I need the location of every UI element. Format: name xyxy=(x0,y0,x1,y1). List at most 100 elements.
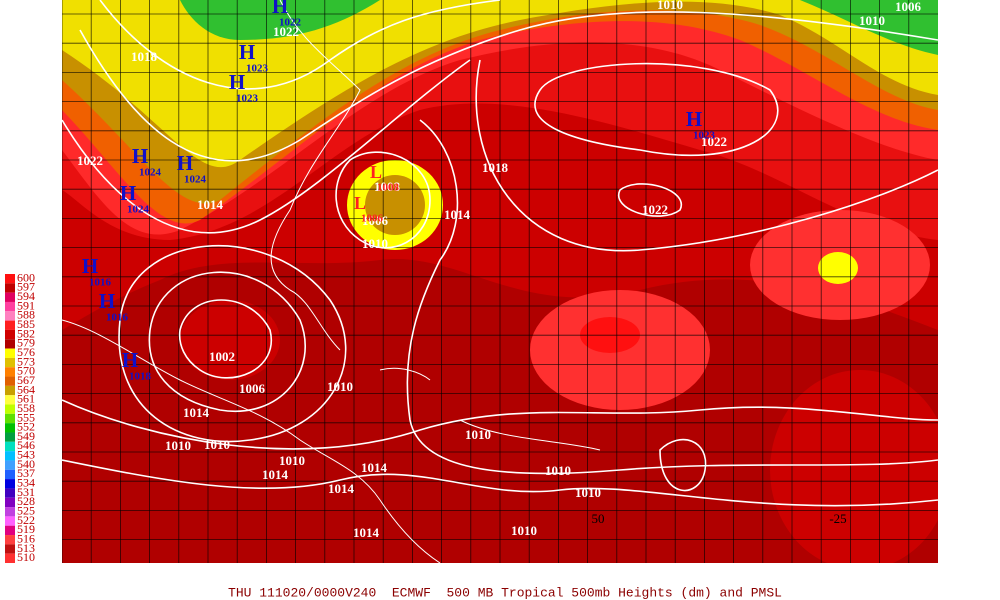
isobar-label: 1014 xyxy=(361,460,388,475)
legend-swatch xyxy=(5,479,15,489)
legend-label: 525 xyxy=(17,503,35,517)
longitude-label: -25 xyxy=(829,511,846,526)
legend-label: 534 xyxy=(17,476,35,490)
isobar-label: 1022 xyxy=(273,24,299,39)
high-pressure: 1023 xyxy=(236,93,259,105)
legend-swatch xyxy=(5,301,15,312)
high-pressure: 1024 xyxy=(139,167,162,179)
isobar-label: 1008 xyxy=(374,179,401,194)
high-pressure: 1016 xyxy=(106,312,129,324)
high-marker: H xyxy=(686,107,702,131)
legend-label: 537 xyxy=(17,466,35,480)
legend-swatch xyxy=(5,441,15,452)
low-pressure: 1006 xyxy=(361,213,384,225)
legend-label: 573 xyxy=(17,354,35,368)
legend-label: 582 xyxy=(17,326,35,340)
isobar-label: 1010 xyxy=(657,0,683,12)
legend-swatch xyxy=(5,395,15,405)
isobar-label: 1014 xyxy=(444,207,471,222)
isobar-label: 1010 xyxy=(165,438,191,453)
isobar-label: 1010 xyxy=(575,485,601,500)
high-marker: H xyxy=(272,0,288,18)
legend-label: 549 xyxy=(17,429,35,443)
legend-label: 546 xyxy=(17,438,35,452)
legend-label: 576 xyxy=(17,345,35,359)
high-pressure: 1023 xyxy=(693,130,716,142)
legend-swatch xyxy=(5,357,15,368)
legend-label: 588 xyxy=(17,308,35,322)
legend-swatch xyxy=(5,311,15,321)
high-pressure: 1016 xyxy=(89,277,112,289)
legend-swatch xyxy=(5,274,15,284)
legend-label: 552 xyxy=(17,420,35,434)
legend-label: 531 xyxy=(17,485,35,499)
legend-label: 513 xyxy=(17,541,35,555)
coastlines xyxy=(62,0,601,563)
legend-label: 555 xyxy=(17,410,35,424)
legend-label: 594 xyxy=(17,289,35,303)
low-marker: L xyxy=(354,193,366,213)
high-pressure: 1022 xyxy=(279,17,302,29)
legend-label: 567 xyxy=(17,373,35,387)
high-pressure: 1024 xyxy=(184,174,207,186)
legend-swatch xyxy=(5,497,15,508)
isobar-label: 1014 xyxy=(353,525,380,540)
legend-swatch xyxy=(5,329,15,340)
legend-swatch xyxy=(5,404,15,414)
legend-swatch xyxy=(5,525,15,536)
legend-swatch xyxy=(5,413,15,424)
legend-swatch xyxy=(5,432,15,442)
isobar-label: 1022 xyxy=(77,153,103,168)
isobar-label: 1010 xyxy=(545,463,571,478)
legend-label: 585 xyxy=(17,317,35,331)
height-field xyxy=(62,0,938,563)
legend-label: 570 xyxy=(17,364,35,378)
legend-label: 522 xyxy=(17,513,35,527)
legend-swatch xyxy=(5,535,15,545)
legend-swatch xyxy=(5,488,15,498)
longitude-label: 50 xyxy=(592,511,605,526)
isobar-label: 1018 xyxy=(131,49,158,64)
high-marker: H xyxy=(239,40,255,64)
legend-label: 579 xyxy=(17,336,35,350)
legend-swatch xyxy=(5,320,15,330)
high-marker: H xyxy=(120,181,136,205)
legend-swatch xyxy=(5,516,15,526)
isobar-label: 1010 xyxy=(279,453,305,468)
isobar-label: 1014 xyxy=(197,197,224,212)
legend-label: 528 xyxy=(17,494,35,508)
high-marker: H xyxy=(229,70,245,94)
legend-swatch xyxy=(5,339,15,349)
legend-swatch xyxy=(5,348,15,358)
isobar-label: 1014 xyxy=(183,405,210,420)
isobar-label: 1010 xyxy=(327,379,353,394)
isobar-label: 1010 xyxy=(511,523,537,538)
isobar-label: 1022 xyxy=(701,134,727,149)
isobar-label: 1010 xyxy=(362,236,388,251)
isobar-label: 1010 xyxy=(465,427,491,442)
legend-label: 510 xyxy=(17,550,35,564)
legend-swatch xyxy=(5,469,15,480)
isobars xyxy=(62,0,938,507)
legend-swatch xyxy=(5,553,15,563)
high-pressure: 1023 xyxy=(246,63,269,75)
legend-label: 540 xyxy=(17,457,35,471)
isobar-label: 1014 xyxy=(328,481,355,496)
isobar-label: 1010 xyxy=(204,437,230,452)
lat-lon-grid xyxy=(62,0,938,563)
isobar-label: 1014 xyxy=(262,467,289,482)
low-pressure: 1008 xyxy=(377,182,400,194)
high-marker: H xyxy=(177,151,193,175)
isobar-label: 1002 xyxy=(209,349,235,364)
isobar-label: 1010 xyxy=(859,13,885,28)
legend-swatch xyxy=(5,367,15,377)
legend-swatch xyxy=(5,385,15,396)
legend-swatch xyxy=(5,544,15,554)
legend-swatch xyxy=(5,423,15,433)
high-pressure: 1024 xyxy=(127,204,150,216)
legend-swatch xyxy=(5,292,15,302)
low-marker: L xyxy=(370,162,382,182)
